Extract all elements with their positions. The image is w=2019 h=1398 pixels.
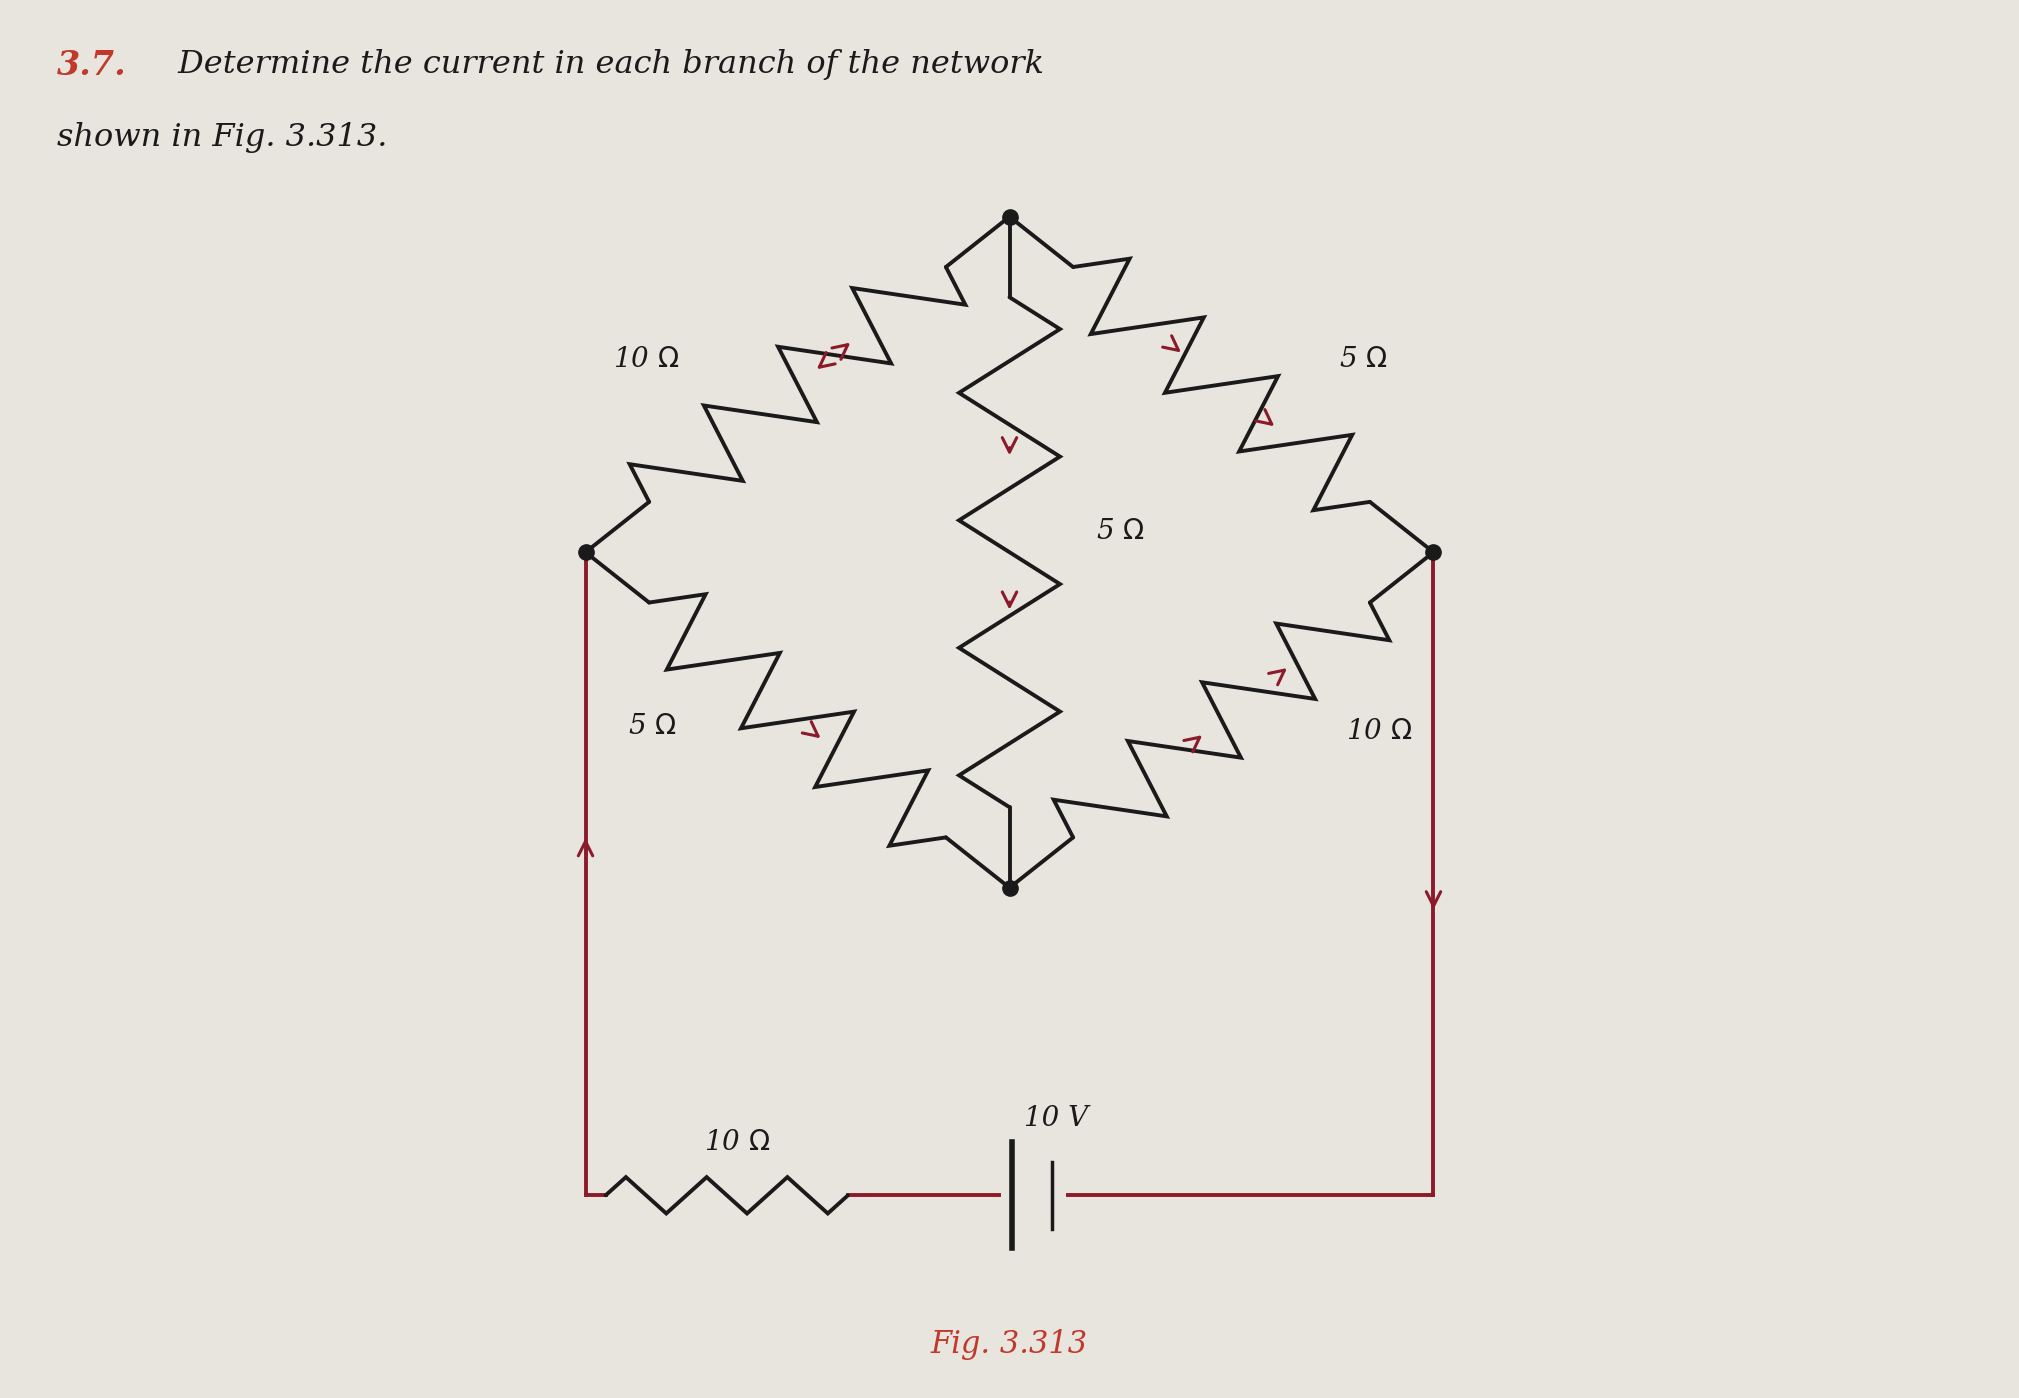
Text: 10 $\Omega$: 10 $\Omega$ <box>614 345 678 373</box>
Text: 10 V: 10 V <box>1024 1104 1088 1132</box>
Text: 3.7.: 3.7. <box>57 49 127 82</box>
Text: 5 $\Omega$: 5 $\Omega$ <box>628 713 676 741</box>
Text: Fig. 3.313: Fig. 3.313 <box>931 1329 1088 1360</box>
Text: 5 $\Omega$: 5 $\Omega$ <box>1339 345 1387 373</box>
Text: 10 $\Omega$: 10 $\Omega$ <box>705 1128 769 1156</box>
Text: shown in Fig. 3.313.: shown in Fig. 3.313. <box>57 122 388 152</box>
Text: Determine the current in each branch of the network: Determine the current in each branch of … <box>168 49 1044 80</box>
Text: 5 $\Omega$: 5 $\Omega$ <box>1096 517 1145 545</box>
Text: 10 $\Omega$: 10 $\Omega$ <box>1347 717 1411 745</box>
